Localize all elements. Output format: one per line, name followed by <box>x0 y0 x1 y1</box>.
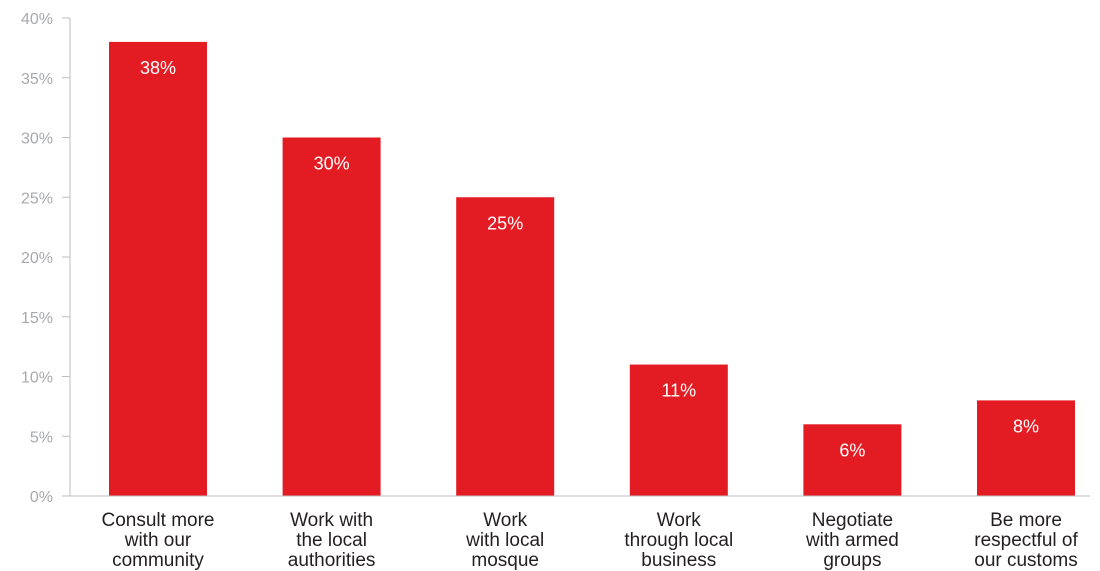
bar <box>629 364 728 496</box>
y-tick-label: 25% <box>21 190 53 207</box>
x-tick-label: groups <box>823 550 881 571</box>
x-tick-label: with our <box>124 530 192 551</box>
bar <box>803 424 902 496</box>
x-tick-label: Work <box>657 510 701 531</box>
bar <box>456 197 555 496</box>
bar <box>109 41 207 497</box>
data-label: 11% <box>661 381 696 401</box>
y-tick-label: 10% <box>21 370 53 387</box>
y-tick-label: 0% <box>30 489 53 506</box>
x-tick-label: the local <box>296 530 367 551</box>
x-tick-label: authorities <box>288 550 376 571</box>
x-tick-label: Consult more <box>102 510 215 531</box>
x-tick-label: through local <box>624 530 733 551</box>
y-tick-label: 20% <box>21 250 53 267</box>
bar <box>282 137 381 496</box>
x-tick-label: Negotiate <box>812 510 893 531</box>
y-tick-label: 5% <box>30 429 53 446</box>
bar <box>977 400 1075 496</box>
y-tick-label: 35% <box>21 71 53 88</box>
y-tick-label: 30% <box>21 131 53 148</box>
y-axis: 0% 5% 10% 15% 20% 25% 30% 35% 40% <box>21 11 71 506</box>
y-tick-label: 40% <box>21 11 53 28</box>
data-label: 30% <box>314 154 350 174</box>
x-tick-label: mosque <box>471 550 539 571</box>
data-label: 6% <box>839 440 865 460</box>
data-label: 8% <box>1013 416 1039 436</box>
data-label: 25% <box>487 213 523 233</box>
x-tick-label: business <box>641 550 716 571</box>
y-tick-label: 15% <box>21 310 53 327</box>
x-tick-label: Work <box>483 510 527 531</box>
x-tick-label: our customs <box>974 550 1077 571</box>
x-tick-label: with armed <box>805 530 899 551</box>
bars: 38% 30% 25% 11% 6% 8% <box>109 41 1075 497</box>
x-tick-label: respectful of <box>974 530 1078 551</box>
x-tick-label: community <box>112 550 204 571</box>
x-tick-label: with local <box>465 530 544 551</box>
data-label: 38% <box>140 58 176 78</box>
x-tick-label: Be more <box>990 510 1062 531</box>
x-tick-label: Work with <box>290 510 373 531</box>
